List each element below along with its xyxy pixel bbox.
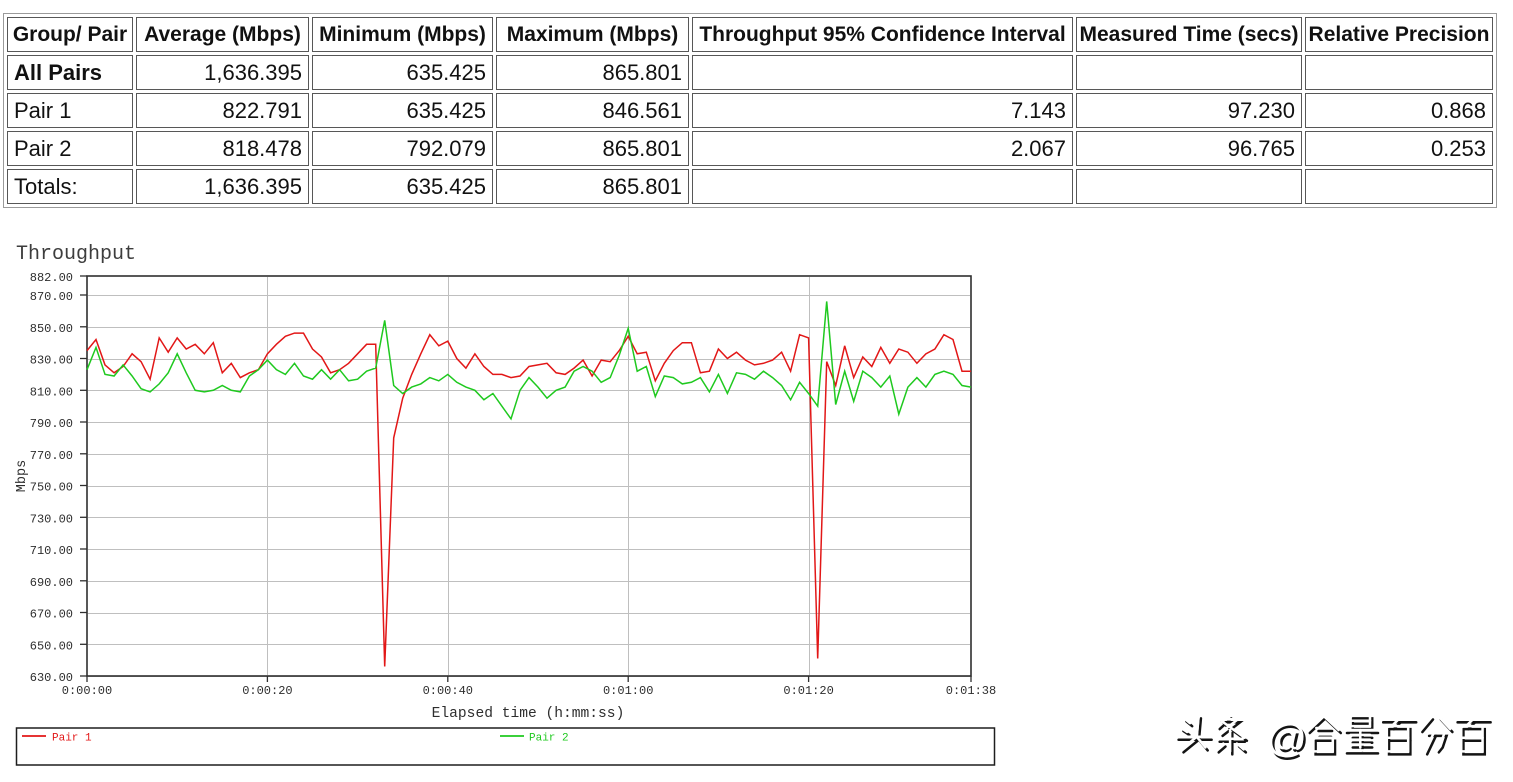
svg-text:0:01:00: 0:01:00: [603, 684, 653, 698]
svg-text:870.00: 870.00: [30, 290, 73, 304]
svg-text:810.00: 810.00: [30, 385, 73, 399]
svg-text:0:00:20: 0:00:20: [242, 684, 292, 698]
svg-text:750.00: 750.00: [30, 481, 73, 495]
svg-text:0:00:40: 0:00:40: [423, 684, 473, 698]
svg-text:Elapsed time (h:mm:ss): Elapsed time (h:mm:ss): [432, 706, 625, 722]
svg-text:830.00: 830.00: [30, 354, 73, 368]
svg-text:0:01:20: 0:01:20: [783, 684, 833, 698]
svg-text:882.00: 882.00: [30, 271, 73, 285]
svg-text:690.00: 690.00: [30, 576, 73, 590]
svg-text:730.00: 730.00: [30, 512, 73, 526]
svg-text:0:01:38: 0:01:38: [946, 684, 996, 698]
svg-text:710.00: 710.00: [30, 544, 73, 558]
svg-text:0:00:00: 0:00:00: [62, 684, 112, 698]
svg-text:@: @: [1266, 717, 1307, 761]
svg-text:Mbps: Mbps: [15, 460, 30, 492]
svg-text:630.00: 630.00: [30, 671, 73, 685]
svg-text:Pair 1: Pair 1: [52, 733, 92, 745]
svg-text:@: @: [1269, 720, 1310, 764]
svg-text:770.00: 770.00: [30, 449, 73, 463]
svg-text:Pair 2: Pair 2: [529, 733, 569, 745]
svg-text:790.00: 790.00: [30, 417, 73, 431]
svg-text:Throughput: Throughput: [16, 243, 136, 266]
svg-text:650.00: 650.00: [30, 639, 73, 653]
svg-text:670.00: 670.00: [30, 608, 73, 622]
svg-text:850.00: 850.00: [30, 322, 73, 336]
